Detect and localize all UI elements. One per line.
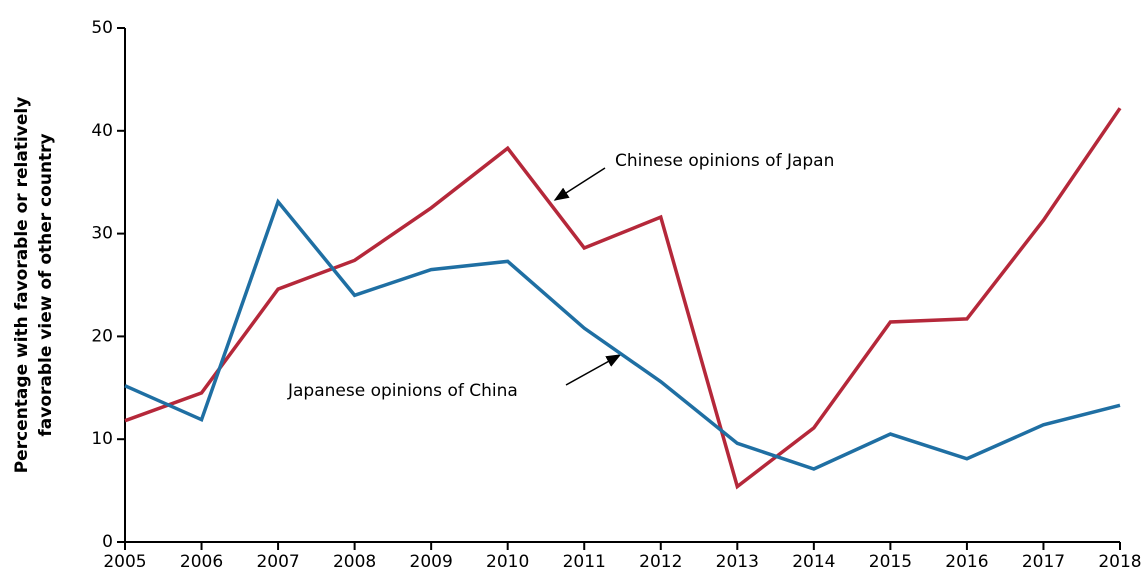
y-tick-label: 0 <box>102 532 113 552</box>
x-tick-label: 2012 <box>639 552 682 572</box>
line-series <box>124 198 1121 471</box>
y-tick-label: 50 <box>91 18 113 38</box>
y-tick-label: 20 <box>91 326 113 346</box>
x-tick-label: 2018 <box>1098 552 1141 572</box>
x-tick-label: 2016 <box>945 552 988 572</box>
annotation: Chinese opinions of Japan <box>615 151 834 171</box>
x-tick-label: 2011 <box>563 552 606 572</box>
x-tick-label: 2007 <box>256 552 299 572</box>
x-tick-label: 2017 <box>1022 552 1065 572</box>
y-tick-label: 30 <box>91 224 113 244</box>
x-tick-label: 2013 <box>716 552 759 572</box>
y-tick-label: 40 <box>91 121 113 141</box>
x-tick-label: 2014 <box>792 552 835 572</box>
y-tick-label: 10 <box>91 429 113 449</box>
x-tick-label: 2015 <box>869 552 912 572</box>
annotation-arrow <box>553 167 606 201</box>
y-axis-label: Percentage with favorable or relatively <box>12 97 32 474</box>
x-tick-label: 2005 <box>103 552 146 572</box>
line-series <box>124 107 1122 490</box>
x-tick-label: 2010 <box>486 552 529 572</box>
x-tick-label: 2008 <box>333 552 376 572</box>
annotation-arrow <box>565 354 622 386</box>
x-tick-label: 2009 <box>410 552 453 572</box>
x-tick-label: 2006 <box>180 552 223 572</box>
annotation: Japanese opinions of China <box>287 381 518 401</box>
y-axis-label: favorable view of other country <box>36 133 56 436</box>
